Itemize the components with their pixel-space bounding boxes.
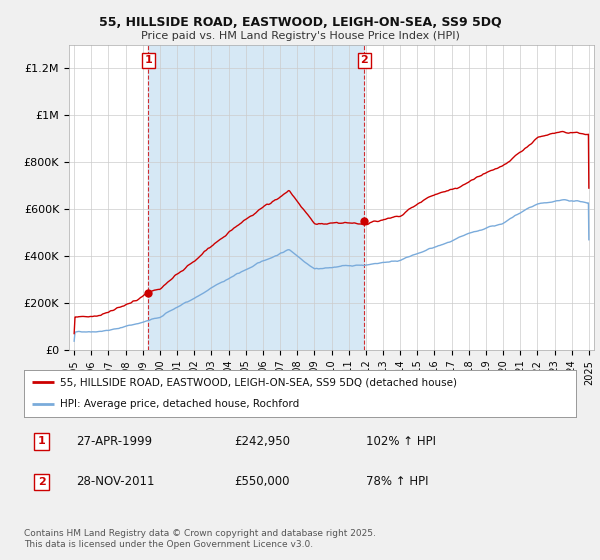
- Text: 55, HILLSIDE ROAD, EASTWOOD, LEIGH-ON-SEA, SS9 5DQ (detached house): 55, HILLSIDE ROAD, EASTWOOD, LEIGH-ON-SE…: [60, 377, 457, 388]
- Text: 102% ↑ HPI: 102% ↑ HPI: [366, 435, 436, 448]
- Text: 1: 1: [38, 436, 46, 446]
- Text: Price paid vs. HM Land Registry's House Price Index (HPI): Price paid vs. HM Land Registry's House …: [140, 31, 460, 41]
- Text: £550,000: £550,000: [234, 475, 289, 488]
- Bar: [148, 45, 364, 350]
- Text: HPI: Average price, detached house, Rochford: HPI: Average price, detached house, Roch…: [60, 399, 299, 409]
- Text: 78% ↑ HPI: 78% ↑ HPI: [366, 475, 429, 488]
- Text: 1: 1: [145, 55, 152, 66]
- Text: 2: 2: [361, 55, 368, 66]
- Text: 28-NOV-2011: 28-NOV-2011: [76, 475, 155, 488]
- Text: 27-APR-1999: 27-APR-1999: [76, 435, 152, 448]
- Text: Contains HM Land Registry data © Crown copyright and database right 2025.
This d: Contains HM Land Registry data © Crown c…: [24, 529, 376, 549]
- Text: 2: 2: [38, 477, 46, 487]
- Text: 55, HILLSIDE ROAD, EASTWOOD, LEIGH-ON-SEA, SS9 5DQ: 55, HILLSIDE ROAD, EASTWOOD, LEIGH-ON-SE…: [98, 16, 502, 29]
- Text: £242,950: £242,950: [234, 435, 290, 448]
